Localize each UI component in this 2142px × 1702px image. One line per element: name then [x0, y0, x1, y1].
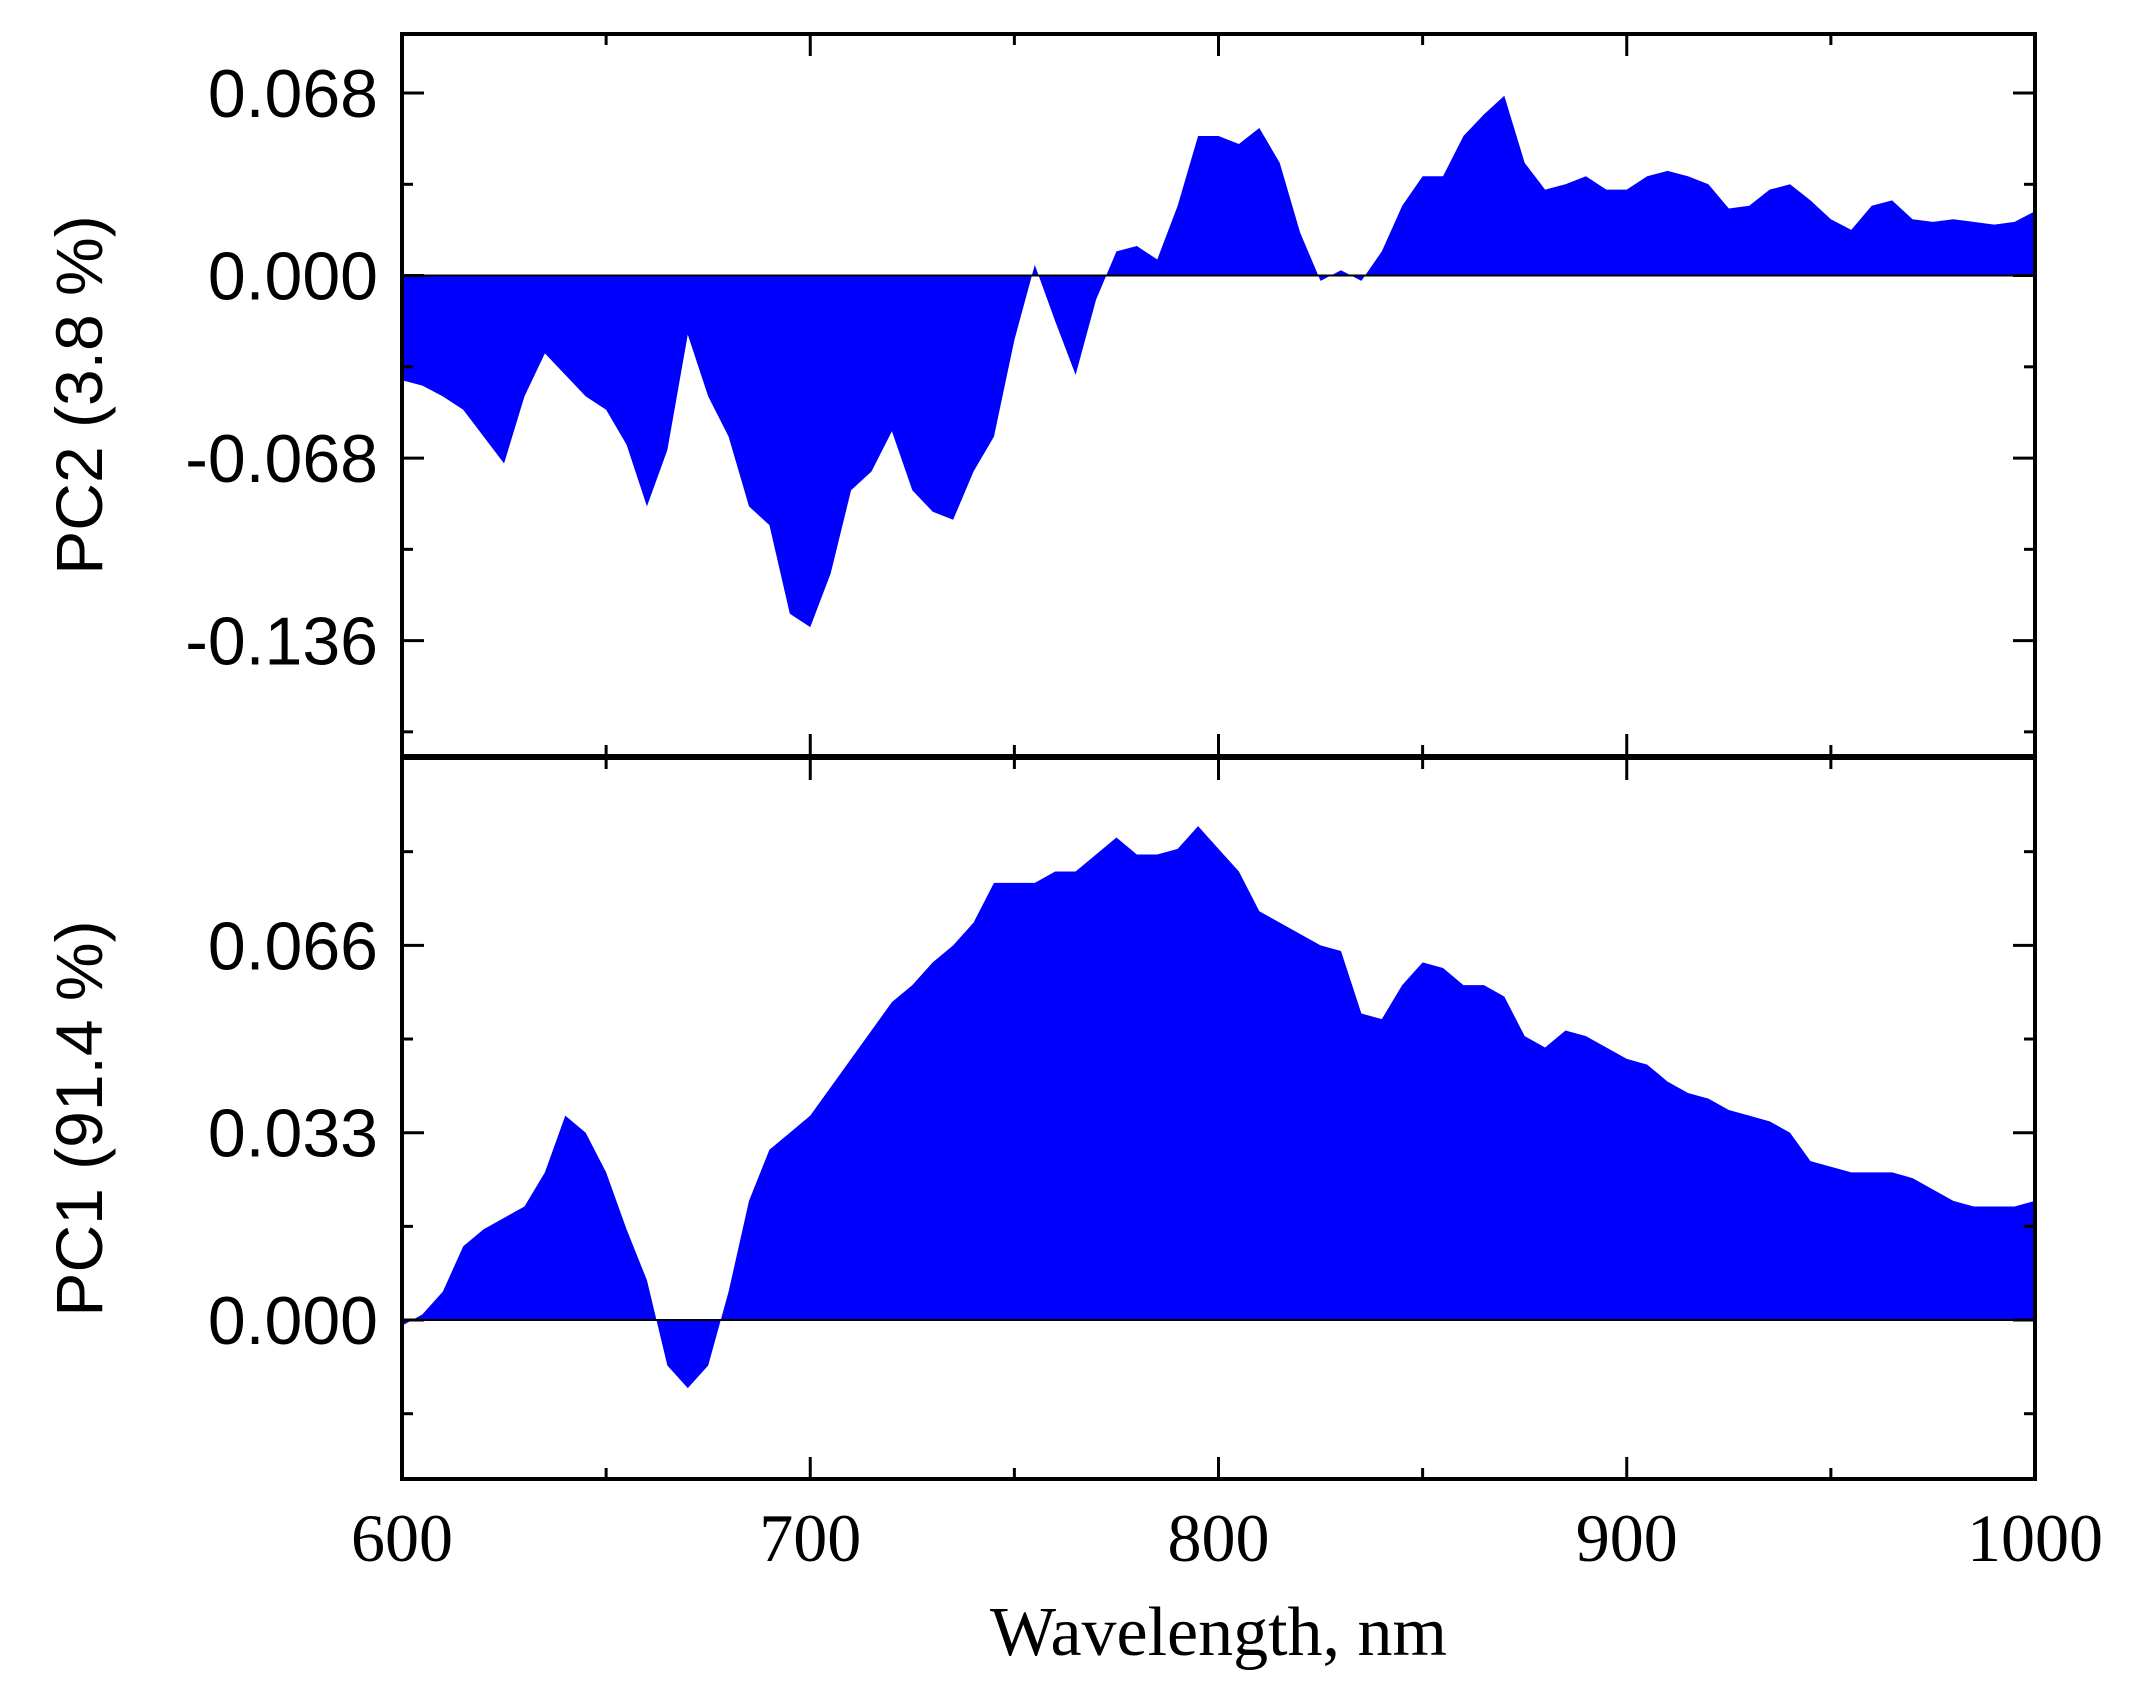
- x-tick-label: 600: [351, 1500, 453, 1576]
- y-tick-label: 0.068: [208, 56, 378, 132]
- area: [402, 95, 2035, 628]
- y-axis-label: PC2 (3.8 %): [42, 215, 116, 574]
- x-tick-label: 900: [1576, 1500, 1678, 1576]
- x-tick-label: 800: [1168, 1500, 1270, 1576]
- y-tick-label: 0.000: [208, 1283, 378, 1359]
- plot-frame: [400, 756, 2037, 1481]
- y-tick-label: 0.000: [208, 239, 378, 315]
- y-tick-label: -0.068: [185, 421, 378, 497]
- y-tick-label: -0.136: [185, 604, 378, 680]
- x-tick-label: 1000: [1967, 1500, 2103, 1576]
- y-axis-label: PC1 (91.4 %): [42, 920, 116, 1316]
- x-tick-label: 700: [759, 1500, 861, 1576]
- x-axis-label: Wavelength, nm: [990, 1594, 1447, 1671]
- y-tick-label: 0.066: [208, 908, 378, 984]
- y-tick-label: 0.033: [208, 1096, 378, 1172]
- area: [402, 826, 2035, 1389]
